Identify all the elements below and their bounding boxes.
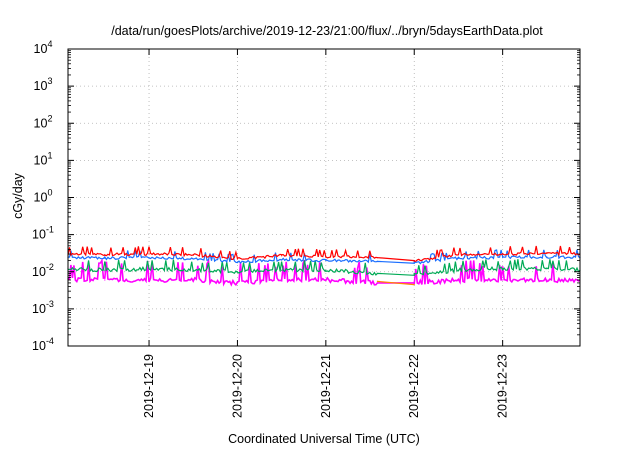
data-point bbox=[376, 280, 379, 282]
series-00aa55 bbox=[67, 259, 581, 276]
y-tick-label: 102 bbox=[34, 113, 53, 130]
data-point bbox=[192, 254, 194, 256]
data-point bbox=[376, 272, 379, 275]
data-point bbox=[236, 261, 239, 263]
data-point bbox=[502, 268, 504, 270]
data-point bbox=[192, 279, 194, 281]
data-point bbox=[325, 279, 327, 281]
data-point bbox=[546, 252, 548, 255]
data-point bbox=[546, 268, 548, 270]
x-tick-label: 2019-12-19 bbox=[142, 354, 156, 418]
data-point bbox=[325, 259, 327, 262]
x-axis-label: Coordinated Universal Time (UTC) bbox=[228, 432, 420, 446]
series-ff0000 bbox=[67, 245, 581, 262]
data-point bbox=[236, 258, 239, 260]
data-point bbox=[281, 259, 283, 261]
data-point bbox=[376, 282, 379, 284]
series-1a6eff bbox=[67, 249, 581, 265]
data-point bbox=[502, 257, 504, 259]
data-point bbox=[148, 268, 150, 270]
x-tick-label: 2019-12-21 bbox=[319, 354, 333, 418]
y-axis-label: cGy/day bbox=[11, 172, 25, 219]
data-point bbox=[148, 253, 150, 255]
y-tick-label: 104 bbox=[34, 39, 53, 56]
data-point bbox=[413, 282, 415, 284]
data-point bbox=[325, 256, 327, 258]
data-point bbox=[148, 279, 150, 281]
data-point bbox=[546, 256, 548, 258]
data-point bbox=[192, 258, 194, 260]
series-line bbox=[67, 245, 581, 262]
y-tick-label: 10-4 bbox=[32, 336, 54, 353]
data-point bbox=[502, 279, 504, 281]
data-point bbox=[104, 257, 106, 259]
grid bbox=[68, 49, 580, 346]
y-tick-label: 10-3 bbox=[32, 299, 54, 316]
data-point bbox=[376, 260, 379, 263]
data-point bbox=[281, 279, 283, 281]
series-ff00ff bbox=[67, 257, 581, 287]
series-ff8800 bbox=[376, 280, 415, 286]
x-tick-label: 2019-12-22 bbox=[407, 354, 421, 418]
data-point bbox=[281, 269, 283, 271]
series-line bbox=[377, 280, 415, 286]
chart-title: /data/run/goesPlots/archive/2019-12-23/2… bbox=[111, 24, 543, 38]
series-line bbox=[67, 259, 581, 276]
data-point bbox=[457, 253, 460, 256]
y-tick-label: 101 bbox=[34, 150, 53, 167]
x-tick-label: 2019-12-23 bbox=[496, 354, 510, 418]
y-tick-label: 10-2 bbox=[32, 262, 54, 279]
data-point bbox=[413, 284, 415, 286]
data-point bbox=[236, 282, 239, 284]
data-point bbox=[457, 257, 460, 259]
data-point bbox=[546, 279, 548, 281]
data-layer bbox=[67, 245, 581, 287]
data-point bbox=[148, 257, 150, 259]
x-tick-label: 2019-12-20 bbox=[230, 354, 244, 418]
y-tick-label: 100 bbox=[34, 188, 53, 205]
data-point bbox=[104, 269, 106, 271]
data-point bbox=[457, 279, 460, 281]
data-point bbox=[413, 259, 415, 262]
data-point bbox=[376, 257, 379, 259]
data-point bbox=[281, 255, 283, 257]
data-point bbox=[413, 274, 415, 276]
data-point bbox=[104, 253, 106, 256]
data-point bbox=[192, 269, 194, 271]
data-point bbox=[236, 271, 239, 273]
data-point bbox=[413, 262, 415, 264]
y-tick-label: 103 bbox=[34, 76, 53, 93]
data-point bbox=[104, 279, 106, 281]
data-point bbox=[457, 269, 460, 271]
axes: 10-4 10-3 10-2 10-1 100 101 102 103 104 2019-12-1… bbox=[32, 39, 581, 418]
data-point bbox=[325, 269, 327, 271]
y-tick-label: 10-1 bbox=[32, 225, 54, 242]
data-point bbox=[502, 253, 504, 255]
series-line bbox=[67, 249, 581, 265]
series-line bbox=[67, 257, 581, 287]
